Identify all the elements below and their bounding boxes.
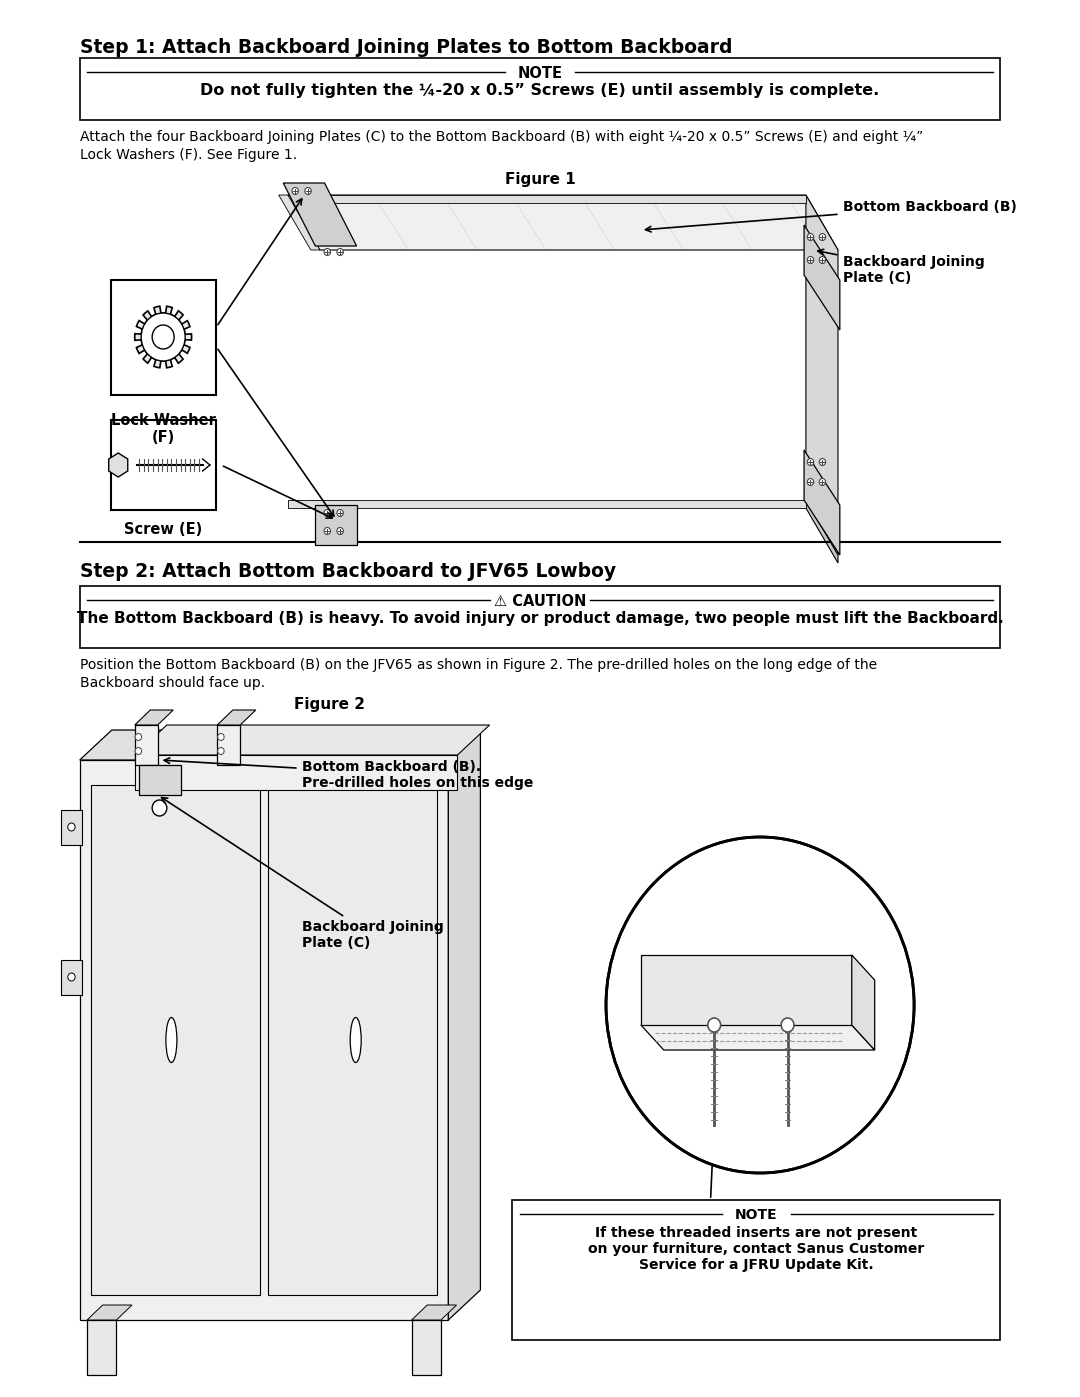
Bar <box>135 754 458 789</box>
Text: Backboard Joining
Plate (C): Backboard Joining Plate (C) <box>162 798 444 950</box>
Circle shape <box>218 747 225 754</box>
Bar <box>111 279 216 395</box>
Circle shape <box>337 510 343 517</box>
Circle shape <box>135 733 141 740</box>
Polygon shape <box>288 500 806 509</box>
Circle shape <box>337 249 343 256</box>
Bar <box>217 725 240 766</box>
Text: NOTE: NOTE <box>517 66 563 81</box>
Circle shape <box>820 479 825 486</box>
Polygon shape <box>805 225 840 330</box>
Circle shape <box>324 510 330 517</box>
Polygon shape <box>852 956 875 1051</box>
Polygon shape <box>217 710 256 725</box>
Circle shape <box>305 187 311 194</box>
Text: Step 2: Attach Bottom Backboard to JFV65 Lowboy: Step 2: Attach Bottom Backboard to JFV65… <box>80 562 616 581</box>
Polygon shape <box>288 196 838 250</box>
Polygon shape <box>806 196 838 555</box>
Ellipse shape <box>350 1017 361 1063</box>
Polygon shape <box>135 306 191 367</box>
Bar <box>62 810 82 845</box>
Polygon shape <box>80 731 481 760</box>
Bar <box>91 785 260 1295</box>
Polygon shape <box>640 956 852 1025</box>
Text: If these threaded inserts are not present
on your furniture, contact Sanus Custo: If these threaded inserts are not presen… <box>589 1227 924 1273</box>
Circle shape <box>141 313 185 360</box>
Ellipse shape <box>166 1017 177 1063</box>
Bar <box>139 766 180 795</box>
Bar <box>411 1320 441 1375</box>
Text: Backboard Joining
Plate (C): Backboard Joining Plate (C) <box>818 249 984 285</box>
Circle shape <box>606 837 914 1173</box>
Polygon shape <box>805 450 840 555</box>
Circle shape <box>781 1018 794 1032</box>
Text: Do not fully tighten the ¼-20 x 0.5” Screws (E) until assembly is complete.: Do not fully tighten the ¼-20 x 0.5” Scr… <box>201 82 879 98</box>
Polygon shape <box>288 196 806 203</box>
Circle shape <box>292 187 298 194</box>
Bar <box>513 1200 1000 1340</box>
Polygon shape <box>283 183 356 246</box>
Circle shape <box>135 747 141 754</box>
Polygon shape <box>135 725 489 754</box>
Bar <box>62 960 82 995</box>
Circle shape <box>820 257 825 264</box>
Polygon shape <box>640 1025 875 1051</box>
Bar <box>135 725 158 766</box>
Text: Bottom Backboard (B): Bottom Backboard (B) <box>646 200 1016 232</box>
Text: Screw (E): Screw (E) <box>124 522 202 536</box>
Circle shape <box>324 528 330 535</box>
Bar <box>268 785 437 1295</box>
Text: Figure 2: Figure 2 <box>294 697 365 712</box>
Text: ⚠ CAUTION: ⚠ CAUTION <box>494 594 586 609</box>
Circle shape <box>807 233 813 240</box>
Circle shape <box>820 233 825 240</box>
Polygon shape <box>448 731 481 1320</box>
Circle shape <box>152 800 166 816</box>
Text: Attach the four Backboard Joining Plates (C) to the Bottom Backboard (B) with ei: Attach the four Backboard Joining Plates… <box>80 130 923 144</box>
Polygon shape <box>279 196 320 250</box>
Circle shape <box>68 972 76 981</box>
Circle shape <box>324 249 330 256</box>
Bar <box>80 585 1000 648</box>
Polygon shape <box>806 500 838 563</box>
Circle shape <box>807 458 813 465</box>
Polygon shape <box>315 504 356 545</box>
Circle shape <box>68 823 76 831</box>
Circle shape <box>152 326 174 349</box>
Bar <box>111 420 216 510</box>
Bar <box>80 760 448 1320</box>
Text: Position the Bottom Backboard (B) on the JFV65 as shown in Figure 2. The pre-dri: Position the Bottom Backboard (B) on the… <box>80 658 877 672</box>
Text: Lock Washer
(F): Lock Washer (F) <box>111 414 216 446</box>
Polygon shape <box>109 453 127 476</box>
Text: The Bottom Backboard (B) is heavy. To avoid injury or product damage, two people: The Bottom Backboard (B) is heavy. To av… <box>77 610 1003 626</box>
Text: Backboard should face up.: Backboard should face up. <box>80 676 265 690</box>
Bar <box>80 59 1000 120</box>
Bar <box>87 1320 117 1375</box>
Circle shape <box>807 479 813 486</box>
Text: Figure 1: Figure 1 <box>504 172 576 187</box>
Circle shape <box>707 1018 720 1032</box>
Circle shape <box>807 257 813 264</box>
Circle shape <box>820 458 825 465</box>
Circle shape <box>337 528 343 535</box>
Text: NOTE: NOTE <box>735 1208 778 1222</box>
Polygon shape <box>411 1305 457 1320</box>
Text: Bottom Backboard (B).
Pre-drilled holes on this edge: Bottom Backboard (B). Pre-drilled holes … <box>164 757 534 791</box>
Polygon shape <box>87 1305 132 1320</box>
Polygon shape <box>135 710 173 725</box>
Text: Step 1: Attach Backboard Joining Plates to Bottom Backboard: Step 1: Attach Backboard Joining Plates … <box>80 38 732 57</box>
Text: Lock Washers (F). See Figure 1.: Lock Washers (F). See Figure 1. <box>80 148 297 162</box>
Circle shape <box>218 733 225 740</box>
